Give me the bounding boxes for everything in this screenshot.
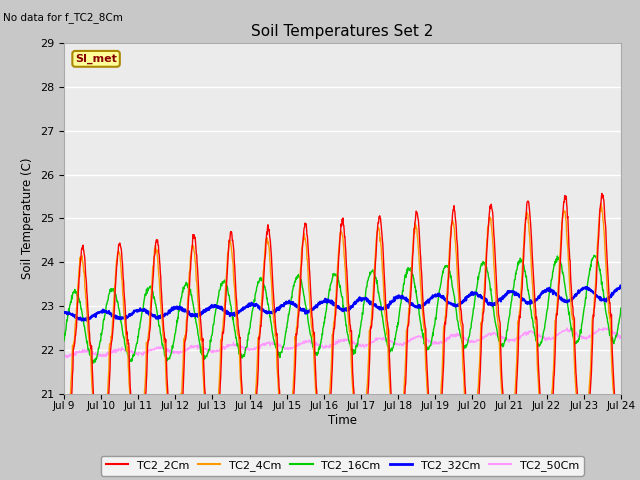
Text: No data for f_TC2_8Cm: No data for f_TC2_8Cm [3, 12, 123, 23]
Y-axis label: Soil Temperature (C): Soil Temperature (C) [22, 157, 35, 279]
Text: SI_met: SI_met [75, 54, 117, 64]
Legend: TC2_2Cm, TC2_4Cm, TC2_16Cm, TC2_32Cm, TC2_50Cm: TC2_2Cm, TC2_4Cm, TC2_16Cm, TC2_32Cm, TC… [101, 456, 584, 476]
Title: Soil Temperatures Set 2: Soil Temperatures Set 2 [252, 24, 433, 39]
X-axis label: Time: Time [328, 414, 357, 427]
